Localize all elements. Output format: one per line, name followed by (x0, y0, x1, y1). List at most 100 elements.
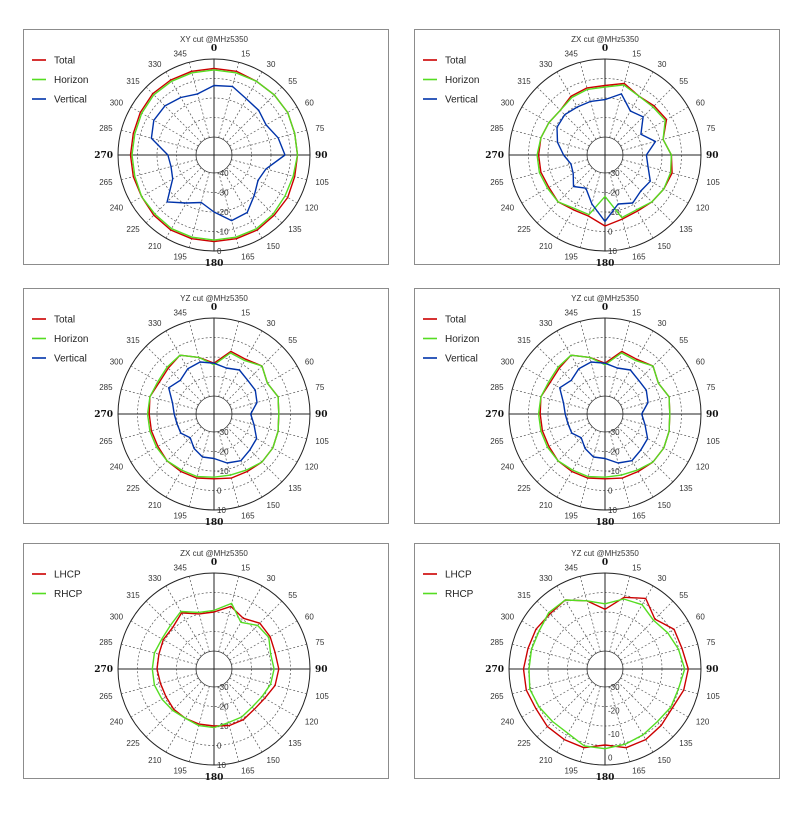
grid-spoke (609, 576, 631, 652)
grid-spoke (556, 585, 597, 654)
polar-chart-3: YZ cut @MHz53500153055607590105120135150… (32, 294, 329, 525)
angle-tick-label: 315 (517, 591, 531, 600)
series-line-horizon (146, 352, 280, 478)
angle-tick-label: 150 (658, 756, 672, 765)
grid-spoke (536, 167, 593, 224)
angle-tick-label: 30 (658, 60, 667, 69)
angle-tick-label: 55 (288, 591, 297, 600)
grid-spoke (165, 330, 206, 399)
angle-tick-label: 300 (501, 613, 515, 622)
angle-tick-label: 165 (241, 766, 255, 775)
angle-tick-label: 75 (706, 383, 715, 392)
chart-panel-6: YZ cut @MHz5350 0 15 30 55 60 75 90 105 120 135 150… (414, 543, 780, 780)
radial-tick-label: -30 (608, 428, 620, 437)
angle-tick-label: 265 (490, 692, 504, 701)
angle-tick-label: 315 (126, 336, 140, 345)
radial-tick-label: 0 (217, 742, 222, 751)
angle-tick-label: 285 (490, 383, 504, 392)
legend-label-total: Total (54, 56, 75, 67)
grid-spoke (622, 643, 698, 665)
grid-spoke (121, 673, 197, 695)
grid-spoke (218, 62, 240, 138)
legend-label-rhcp: RHCP (445, 589, 474, 600)
grid-spoke (556, 170, 597, 239)
polar-chart-1: XY cut @MHz53500153055607590105120135150… (32, 35, 329, 266)
grid-spoke (617, 681, 674, 738)
grid-spoke (521, 677, 590, 718)
grid-spoke (188, 172, 210, 248)
grid-spoke (145, 167, 202, 224)
radial-tick-label: 0 (608, 487, 613, 496)
grid-spoke (218, 431, 240, 507)
radial-tick-label: -10 (608, 467, 620, 476)
angle-tick-label: 240 (110, 718, 124, 727)
chart-panel-3: YZ cut @MHz5350 0 15 30 55 60 75 90 105 120 135 150… (23, 288, 389, 525)
grid-spoke (188, 431, 210, 507)
grid-spoke (620, 620, 689, 661)
grid-spoke (165, 170, 206, 239)
grid-spoke (617, 167, 674, 224)
grid-spoke (579, 62, 601, 138)
grid-spoke (536, 86, 593, 143)
angle-tick-label: 15 (632, 309, 641, 318)
angle-tick-label: 60 (305, 613, 314, 622)
grid-spoke (613, 71, 654, 140)
series-line-horizon (537, 352, 671, 478)
grid-spoke (536, 600, 593, 657)
angle-tick-label: 90 (315, 151, 328, 161)
radial-tick-label: 0 (608, 753, 613, 762)
radial-tick-label: -30 (608, 683, 620, 692)
angle-tick-label: 135 (679, 484, 693, 493)
angle-tick-label: 210 (539, 242, 553, 251)
angle-tick-label: 210 (539, 501, 553, 510)
radial-tick-label: 10 (608, 247, 617, 256)
angle-tick-label: 195 (173, 511, 187, 520)
angle-tick-label: 265 (99, 692, 113, 701)
grid-spoke (229, 163, 298, 204)
chart-title: ZX cut @MHz5350 (571, 35, 639, 44)
angle-tick-label: 30 (658, 319, 667, 328)
radial-tick-label: -10 (217, 228, 229, 237)
angle-tick-label: 120 (696, 718, 710, 727)
angle-tick-label: 240 (501, 463, 515, 472)
grid-spoke (226, 345, 283, 402)
chart-panel-5: ZX cut @MHz5350 0 15 30 55 60 75 90 105 120 135 150… (23, 543, 389, 780)
angle-tick-label: 15 (632, 564, 641, 573)
angle-tick-label: 225 (126, 484, 140, 493)
angle-tick-label: 195 (564, 252, 578, 261)
grid-spoke (222, 684, 263, 753)
grid-spoke (609, 172, 631, 248)
series-line-horizon (131, 69, 299, 241)
grid-spoke (536, 426, 593, 483)
angle-tick-label: 105 (706, 178, 720, 187)
radial-tick-label: -10 (608, 730, 620, 739)
angle-tick-label: 15 (632, 50, 641, 59)
angle-tick-label: 315 (126, 591, 140, 600)
radial-tick-label: -20 (608, 706, 620, 715)
radial-tick-label: -20 (217, 448, 229, 457)
grid-spoke (609, 62, 631, 138)
angle-tick-label: 210 (148, 242, 162, 251)
angle-tick-label: 330 (539, 60, 553, 69)
angle-tick-label: 210 (539, 756, 553, 765)
angle-tick-label: 30 (267, 60, 276, 69)
grid-spoke (226, 600, 283, 657)
grid-spoke (229, 677, 298, 718)
angle-tick-label: 15 (241, 564, 250, 573)
grid-spoke (145, 86, 202, 143)
grid-spoke (188, 321, 210, 397)
angle-tick-label: 285 (490, 124, 504, 133)
grid-spoke (512, 129, 588, 151)
angle-tick-label: 0 (211, 44, 217, 54)
angle-tick-label: 165 (632, 511, 646, 520)
grid-spoke (622, 159, 698, 181)
angle-tick-label: 285 (490, 638, 504, 647)
grid-spoke (521, 365, 590, 406)
legend-label-vertical: Vertical (54, 95, 87, 106)
grid-spoke (556, 429, 597, 498)
grid-spoke (512, 643, 588, 665)
radial-tick-label: -10 (217, 467, 229, 476)
angle-tick-label: 180 (205, 773, 224, 780)
grid-spoke (218, 576, 240, 652)
grid-spoke (617, 86, 674, 143)
